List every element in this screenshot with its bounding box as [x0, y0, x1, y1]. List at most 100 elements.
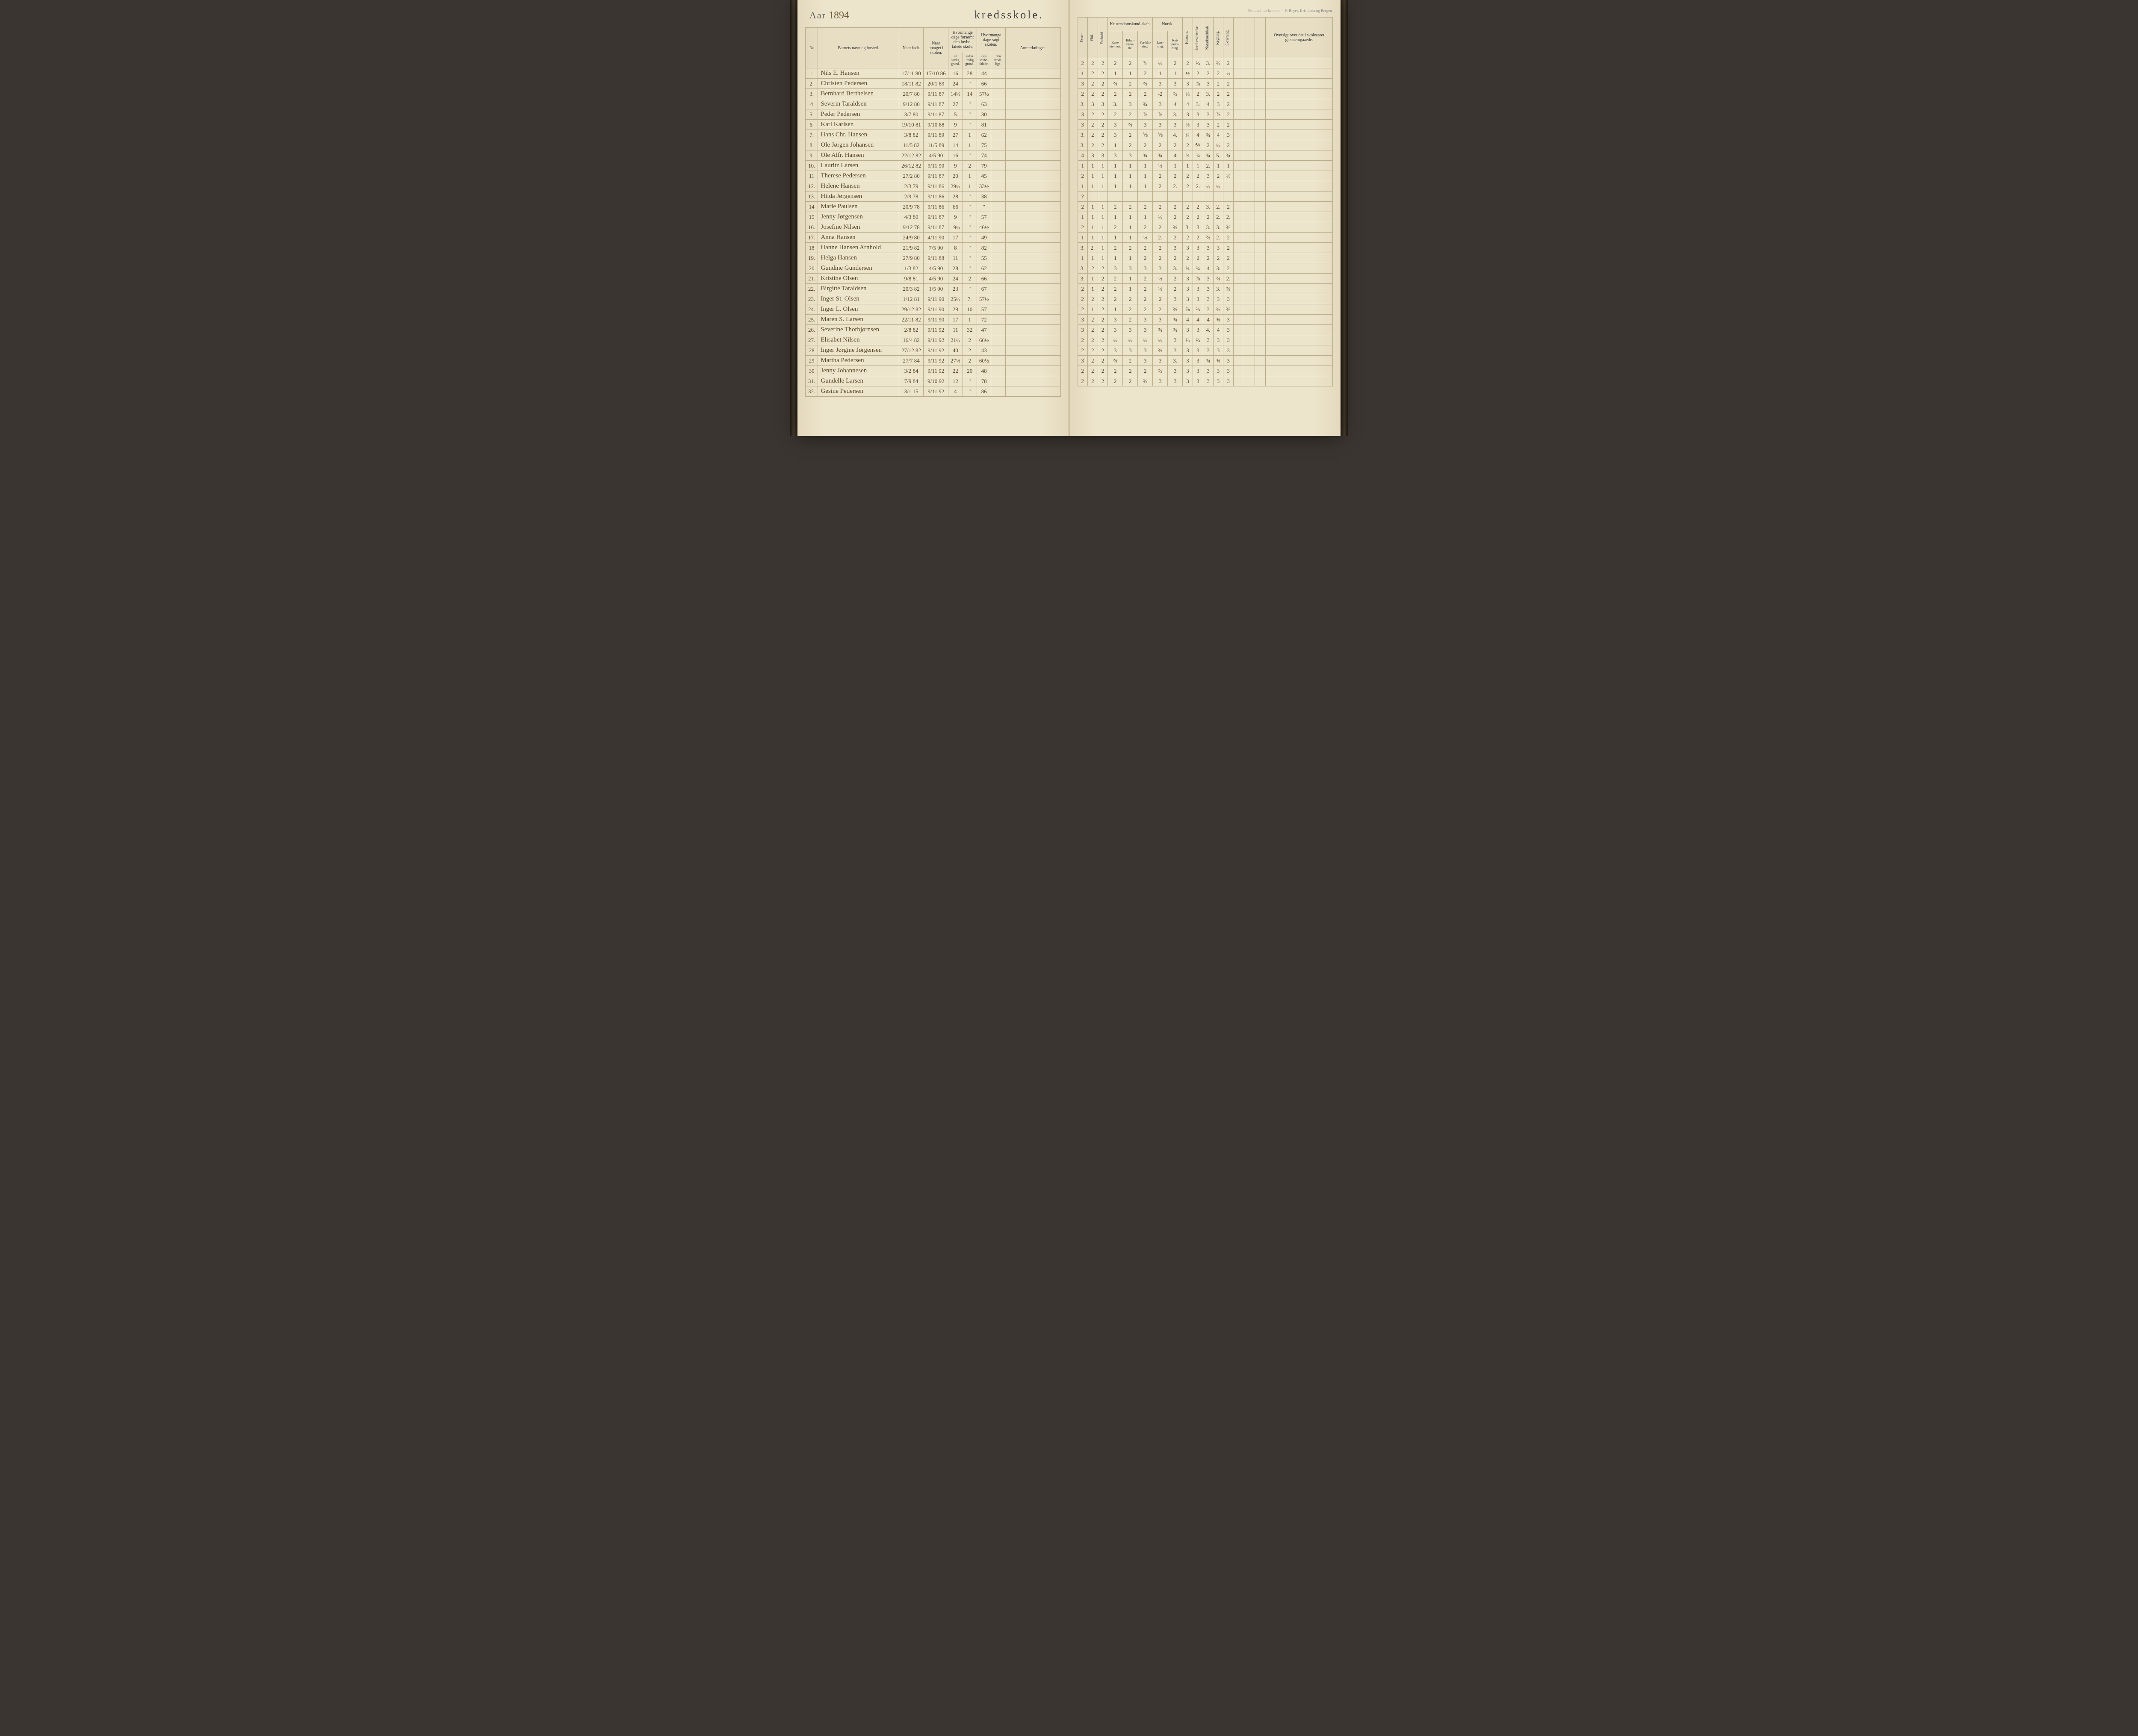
cell-remarks: [1005, 366, 1060, 376]
cell-grade: 2: [1153, 171, 1168, 181]
cell-a2: ": [963, 99, 977, 109]
cell-blank: [1234, 366, 1244, 376]
cell-grade: 3: [1193, 120, 1203, 130]
cell-grade: ⅞: [1138, 58, 1153, 68]
table-row: 18Hanne Hansen Arnhold21/9 827/5 908"82: [806, 243, 1061, 253]
cell-grade: 3: [1078, 325, 1088, 335]
cell-blank: [1244, 161, 1255, 171]
cell-grade: ¾: [1223, 150, 1234, 161]
cell-grade: 1: [1108, 171, 1123, 181]
cell-blank: [1255, 345, 1266, 356]
table-row: 8.Ole Jørgen Johansen11/5 8211/5 8914175: [806, 140, 1061, 150]
cell-enr: 9/10 92: [924, 376, 948, 386]
cell-name: Peder Pedersen: [818, 109, 899, 120]
cell-grade: 2: [1153, 294, 1168, 304]
col-name: Barnets navn og bosted.: [818, 28, 899, 68]
cell-grade: 3: [1123, 150, 1138, 161]
cell-born: 22/12 82: [899, 150, 924, 161]
table-row: 2.Christen Pedersen18/11 8220/1 8924"66: [806, 79, 1061, 89]
cell-no: 6.: [806, 120, 818, 130]
cell-grade: [1223, 181, 1234, 192]
cell-grade: 1: [1123, 171, 1138, 181]
cell-grade: 1: [1138, 161, 1153, 171]
cell-grade: 3.: [1203, 58, 1214, 68]
cell-oversigt: [1266, 89, 1333, 99]
col-norsk-group: Norsk.: [1153, 18, 1183, 31]
cell-born: 17/11 80: [899, 68, 924, 79]
cell-grade: 2: [1078, 304, 1088, 315]
cell-oversigt: [1266, 109, 1333, 120]
cell-grade: 1: [1108, 212, 1123, 222]
cell-grade: 2: [1123, 315, 1138, 325]
cell-grade: 2: [1078, 376, 1088, 386]
cell-grade: 4: [1203, 315, 1214, 325]
cell-grade: ¾: [1193, 263, 1203, 274]
cell-grade: 2: [1123, 79, 1138, 89]
col-attended-group: Hvormange dage søgt skolen.: [977, 28, 1005, 52]
cell-grade: 1: [1138, 181, 1153, 192]
cell-a2: 1: [963, 181, 977, 192]
col-regning: Regning.: [1215, 29, 1220, 47]
cell-name: Karl Karlsen: [818, 120, 899, 130]
cell-grade: 2: [1183, 181, 1193, 192]
table-row: 1111122222222: [1078, 253, 1333, 263]
cell-blank: [1234, 263, 1244, 274]
cell-grade: 3.: [1168, 356, 1183, 366]
cell-blank: [1234, 212, 1244, 222]
cell-grade: 1: [1168, 161, 1183, 171]
cell-grade: 3: [1183, 356, 1193, 366]
col-ret: Ret-skriv-ning.: [1168, 31, 1183, 58]
cell-born: 24/9 80: [899, 233, 924, 243]
cell-grade: 3: [1123, 263, 1138, 274]
cell-name: Gundelle Larsen: [818, 376, 899, 386]
cell-oversigt: [1266, 192, 1333, 202]
cell-grade: 3: [1098, 99, 1108, 109]
cell-grade: 2: [1223, 140, 1234, 150]
cell-grade: 2: [1088, 294, 1098, 304]
cell-oversigt: [1266, 366, 1333, 376]
cell-grade: 1: [1153, 68, 1168, 79]
col-abs1: af lovlig grund.: [948, 52, 963, 68]
cell-grade: 2: [1098, 345, 1108, 356]
cell-grade: 3: [1203, 376, 1214, 386]
cell-a1: 9: [948, 120, 963, 130]
cell-blank: [1234, 192, 1244, 202]
cell-att: 43: [977, 345, 991, 356]
cell-blank: [1255, 202, 1266, 212]
cell-grade: 2: [1088, 130, 1098, 140]
cell-att: 57: [977, 212, 991, 222]
cell-grade: 3.: [1168, 263, 1183, 274]
cell-grade: 1: [1088, 233, 1098, 243]
cell-grade: ¾: [1203, 356, 1214, 366]
cell-blank: [1244, 171, 1255, 181]
cell-grade: [1088, 192, 1098, 202]
cell-oversigt: [1266, 284, 1333, 294]
cell-blank: [1244, 202, 1255, 212]
cell-a1: 40: [948, 345, 963, 356]
cell-grade: 3.: [1168, 109, 1183, 120]
cell-grade: 3: [1078, 315, 1088, 325]
cell-grade: 1: [1088, 222, 1098, 233]
cell-blank: [1244, 222, 1255, 233]
cell-blank: [1234, 233, 1244, 243]
cell-no: 19.: [806, 253, 818, 263]
cell-name: Inger St. Olsen: [818, 294, 899, 304]
cell-oversigt: [1266, 171, 1333, 181]
left-page: Aar 1894 kredsskole. № Barnets navn og b…: [797, 0, 1069, 436]
cell-grade: 1: [1078, 233, 1088, 243]
cell-grade: 2: [1108, 294, 1123, 304]
cell-remarks: [1005, 150, 1060, 161]
cell-grade: 3: [1138, 356, 1153, 366]
cell-att2: [991, 294, 1005, 304]
cell-name: Lauritz Larsen: [818, 161, 899, 171]
cell-grade: 4: [1203, 263, 1214, 274]
cell-grade: 2: [1123, 294, 1138, 304]
cell-grade: ⅔: [1183, 335, 1193, 345]
cell-grade: 2: [1213, 253, 1223, 263]
cell-enr: 9/11 86: [924, 202, 948, 212]
cell-grade: 2: [1088, 140, 1098, 150]
cell-a2: ": [963, 263, 977, 274]
cell-grade: 4.: [1203, 325, 1214, 335]
cell-enr: 9/11 89: [924, 130, 948, 140]
cell-grade: ⅔: [1168, 89, 1183, 99]
